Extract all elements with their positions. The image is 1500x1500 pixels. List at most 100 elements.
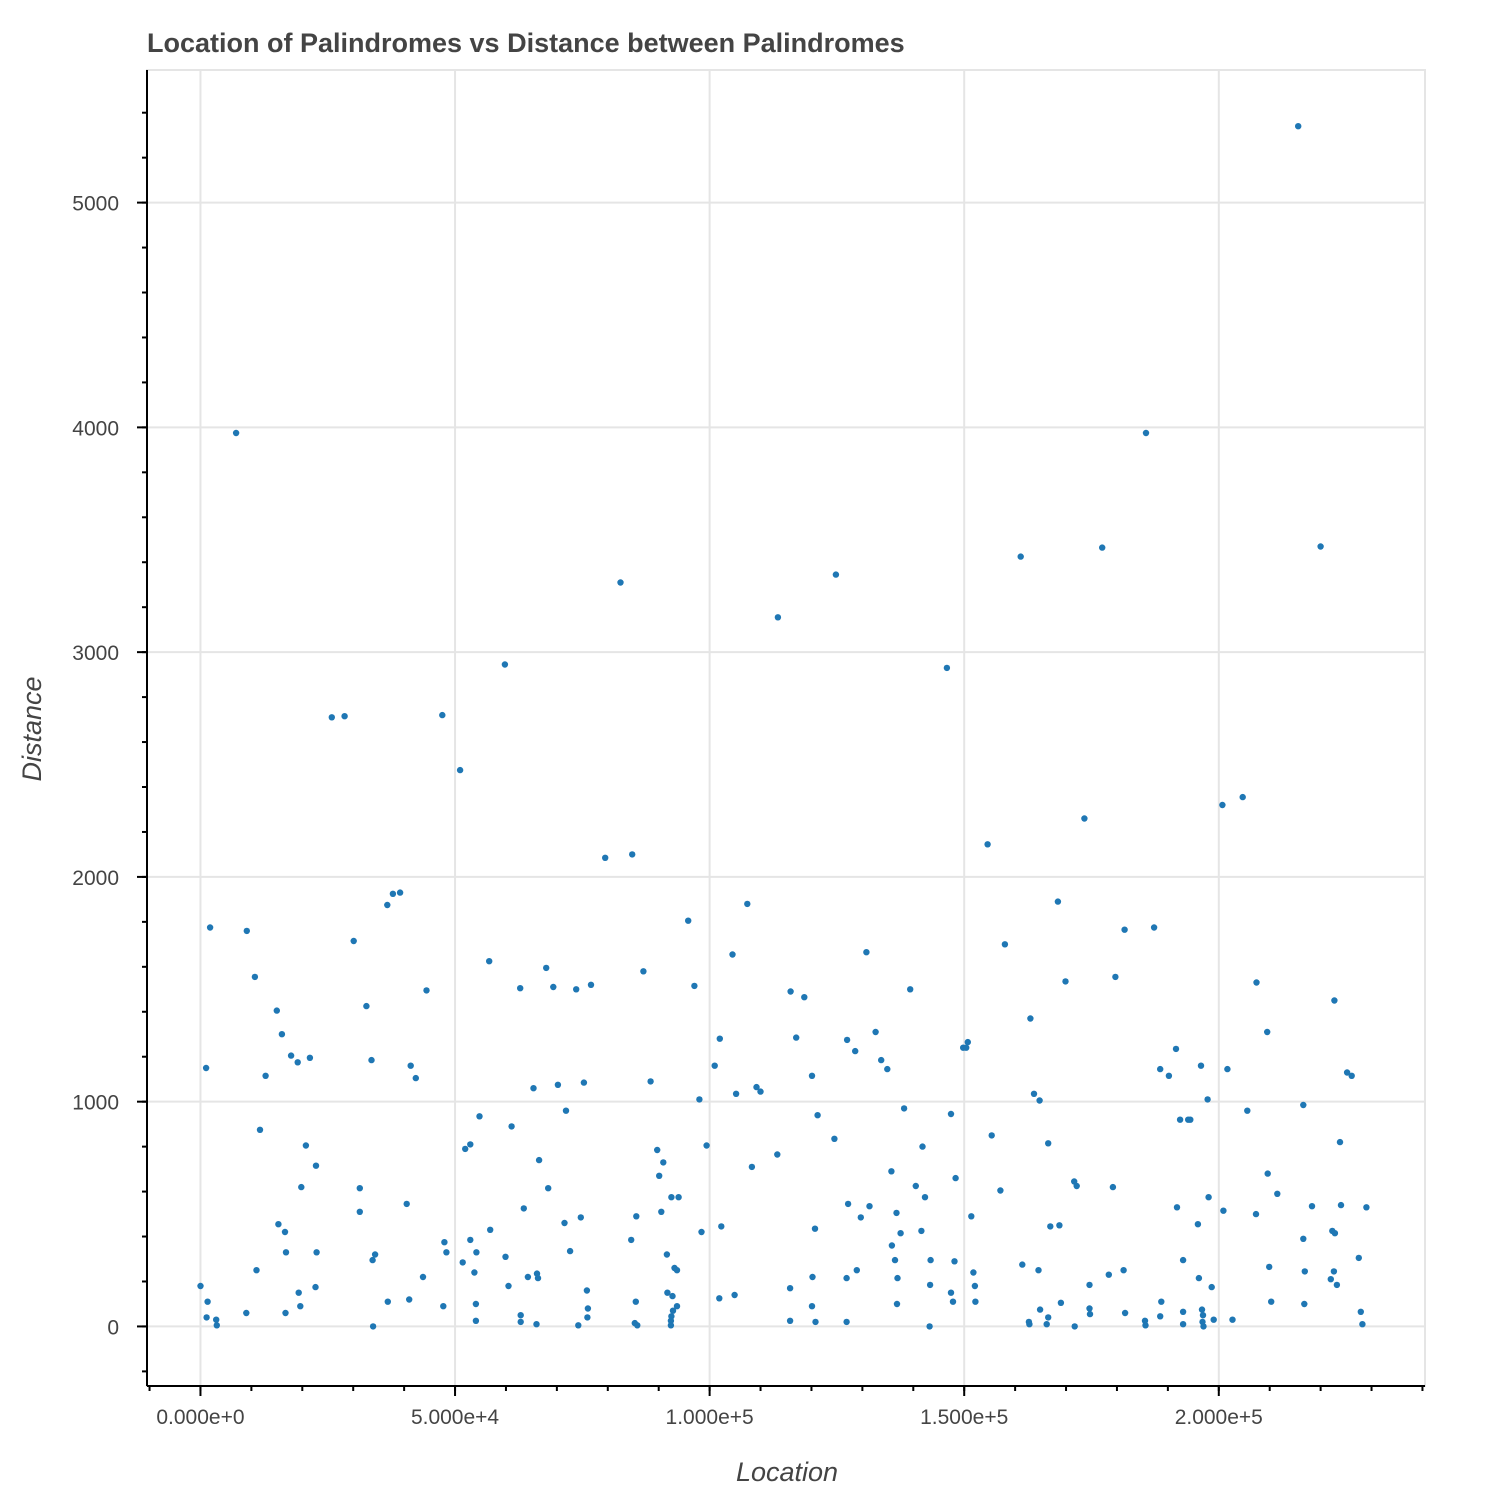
data-point [501,661,509,668]
data-point [1026,1321,1033,1328]
data-point [951,1258,958,1265]
data-point [368,1056,375,1064]
data-point [203,1314,210,1321]
data-point [406,1296,413,1303]
data-point [1150,924,1158,931]
data-point [1204,1096,1211,1103]
data-point [232,429,240,437]
data-point [1268,1298,1275,1305]
grid [146,69,1426,1387]
data-point [1252,1210,1260,1218]
data-point [1158,1298,1165,1305]
data-point [971,1282,979,1290]
data-point [843,1318,850,1326]
data-point [952,1174,959,1182]
data-point [667,1317,675,1325]
data-point [298,1183,305,1191]
data-point [748,1163,756,1171]
data-point [369,1256,376,1264]
data-point [602,854,609,861]
data-point [1071,1323,1078,1330]
data-point [412,1074,419,1082]
data-point [543,964,550,972]
data-point [459,1259,466,1266]
data-point [1295,123,1302,130]
data-point [443,1249,450,1256]
data-point [647,1078,654,1085]
data-point [204,1298,211,1305]
data-point [1317,543,1324,550]
data-point [786,1285,794,1292]
data-point [1337,1201,1345,1209]
chart-title: Location of Palindromes vs Distance betw… [147,28,905,58]
data-point [947,1110,955,1118]
data-point [584,1314,591,1321]
data-point [1274,1190,1281,1198]
data-point [633,1213,640,1220]
data-point [808,1072,816,1080]
data-point [1179,1308,1187,1316]
data-point [658,1208,665,1216]
data-point [384,901,391,909]
data-point [716,1295,723,1302]
data-point [918,1227,925,1235]
data-point [949,1298,957,1305]
data-point [832,571,840,578]
data-point [262,1072,269,1080]
data-point [1266,1263,1273,1271]
data-point [1157,1065,1164,1073]
data-point [632,1298,639,1305]
data-point [251,973,259,981]
data-point [897,1230,904,1237]
data-point [419,1273,427,1281]
data-point [1105,1271,1113,1278]
data-point [363,1002,370,1010]
y-axis-label: Distance [17,676,47,781]
data-point [753,1083,760,1091]
data-point [1142,1322,1149,1329]
data-point [884,1065,891,1073]
data-point [1300,1235,1307,1243]
data-point [617,579,624,586]
data-point [1086,1310,1094,1318]
data-point [1194,1221,1202,1228]
data-point [356,1185,363,1192]
data-point [1197,1062,1205,1069]
data-point [1253,979,1260,986]
data-point [656,1172,663,1180]
data-point [634,1322,641,1329]
data-point [407,1062,414,1069]
x-tick-label: 1.500e+5 [920,1406,1008,1429]
data-point [328,714,335,721]
data-point [562,1107,570,1114]
data-point [1301,1300,1308,1308]
data-point [573,986,580,993]
data-point [685,917,692,924]
data-point [312,1162,320,1169]
data-point [696,1096,703,1103]
data-point [814,1112,821,1119]
data-point [669,1292,676,1300]
data-point [628,1236,635,1244]
data-point [356,1208,363,1216]
data-point [1195,1274,1203,1282]
data-point [703,1142,710,1149]
data-point [744,900,751,908]
data-point [1086,1281,1093,1289]
data-point [584,1305,592,1312]
data-point [295,1289,302,1296]
data-point [757,1088,764,1095]
data-point [508,1123,515,1130]
data-point [964,1038,971,1046]
data-point [313,1249,320,1256]
data-point [893,1300,901,1308]
data-point [774,1151,781,1158]
data-point [787,988,794,995]
data-point [297,1303,304,1310]
data-point [1109,1183,1117,1191]
data-point [1220,1207,1227,1214]
data-point [1330,1268,1338,1275]
data-point [473,1249,480,1256]
data-point [520,1205,527,1212]
